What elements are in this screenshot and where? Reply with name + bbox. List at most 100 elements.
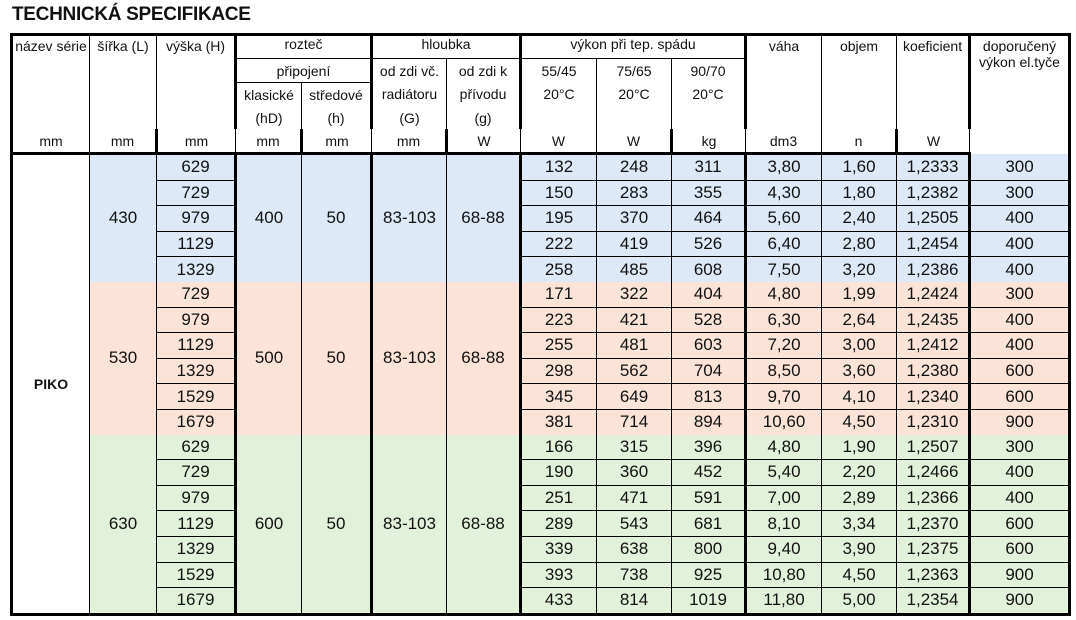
vykon-55-45-cell: 381 [519,409,598,435]
vykon-55-45-cell: 433 [519,587,598,615]
koeficient-cell: 1,2310 [896,409,971,435]
vykon-90-70-cell: 681 [671,510,747,537]
header-vaha: váha [744,34,823,129]
vykon-75-65-cell: 283 [596,180,673,207]
vyska-cell: 729 [156,180,236,207]
doporuceny-vykon-cell: 900 [968,562,1071,589]
header-objem: objem [821,34,898,129]
header-c2: 20°C [596,82,673,106]
vyska-cell: 979 [156,307,236,334]
doporuceny-vykon-cell: 300 [968,281,1071,308]
vykon-90-70-cell: 464 [671,205,747,232]
koeficient-cell: 1,2466 [896,459,971,486]
sirka-cell: 430 [89,153,157,282]
header-G: (G) [370,106,447,129]
objem-cell: 4,10 [821,383,898,410]
koeficient-cell: 1,2333 [896,153,971,181]
koeficient-cell: 1,2340 [896,383,971,410]
table-row: 1329 258 485 608 7,50 3,20 1,2386 400 [11,256,1071,282]
header-pripojeni: připojení [234,58,372,83]
objem-cell: 3,90 [821,536,898,563]
roztec-klasicke-cell: 400 [234,153,302,282]
table-row: 1129 222 419 526 6,40 2,80 1,2454 400 [11,231,1071,258]
vaha-cell: 6,30 [744,307,823,334]
table-row: 1529 393 738 925 10,80 4,50 1,2363 900 [11,562,1071,589]
koeficient-cell: 1,2412 [896,332,971,359]
vykon-90-70-cell: 591 [671,485,747,512]
vaha-cell: 3,80 [744,153,823,181]
vyska-cell: 729 [156,281,236,308]
header-g: (g) [445,106,522,129]
vykon-55-45-cell: 393 [519,562,598,589]
hloubka-G-cell: 83-103 [370,434,447,615]
vyska-cell: 1329 [156,536,236,563]
objem-cell: 2,80 [821,231,898,258]
vyska-cell: 1129 [156,332,236,359]
table-row: 729 190 360 452 5,40 2,20 1,2466 400 [11,459,1071,486]
vaha-cell: 9,70 [744,383,823,410]
vykon-75-65-cell: 738 [596,562,673,589]
objem-cell: 2,40 [821,205,898,232]
vaha-cell: 5,40 [744,459,823,486]
header-od-zdi-vc: od zdi vč. [370,58,447,83]
koeficient-cell: 1,2507 [896,434,971,461]
vyska-cell: 629 [156,434,236,461]
vykon-90-70-cell: 800 [671,536,747,563]
vykon-55-45-cell: 171 [519,281,598,308]
hloubka-g-cell: 68-88 [445,434,522,615]
header-c1: 20°C [519,82,598,106]
vykon-55-45-cell: 298 [519,358,598,385]
objem-cell: 4,50 [821,562,898,589]
vykon-55-45-cell: 251 [519,485,598,512]
koeficient-cell: 1,2380 [896,358,971,385]
header-sirka: šířka (L) [89,34,157,129]
vaha-cell: 10,60 [744,409,823,435]
vykon-55-45-cell: 345 [519,383,598,410]
vaha-cell: 4,80 [744,434,823,461]
doporuceny-vykon-cell: 900 [968,587,1071,615]
doporuceny-vykon-cell: 400 [968,459,1071,486]
vykon-75-65-cell: 485 [596,256,673,282]
header-t1: 55/45 [519,58,598,83]
header-t2: 75/65 [596,58,673,83]
vykon-75-65-cell: 322 [596,281,673,308]
table-row: 1679 433 814 1019 11,80 5,00 1,2354 900 [11,587,1071,615]
objem-cell: 1,80 [821,180,898,207]
unit-label: mm [371,129,447,155]
vyska-cell: 979 [156,205,236,232]
vyska-cell: 1329 [156,256,236,282]
unit-label: mm [235,129,302,155]
vykon-75-65-cell: 471 [596,485,673,512]
vykon-55-45-cell: 339 [519,536,598,563]
vykon-55-45-cell: 255 [519,332,598,359]
table-row: 1329 339 638 800 9,40 3,90 1,2375 600 [11,536,1071,563]
table-row: 979 223 421 528 6,30 2,64 1,2435 400 [11,307,1071,334]
doporuceny-vykon-cell: 400 [968,307,1071,334]
objem-cell: 3,34 [821,510,898,537]
doporuceny-vykon-cell: 400 [968,205,1071,232]
unit-label: W [520,129,598,155]
doporuceny-vykon-cell: 300 [968,153,1071,181]
vykon-75-65-cell: 315 [596,434,673,461]
vykon-55-45-cell: 289 [519,510,598,537]
roztec-stredove-cell: 50 [301,153,372,282]
unit-label: n [821,129,898,155]
vykon-55-45-cell: 223 [519,307,598,334]
unit-label: W [596,129,673,155]
unit-label: kg [670,129,747,155]
header-koeficient: koeficient [896,34,971,129]
vykon-90-70-cell: 608 [671,256,747,282]
table-row: 729 150 283 355 4,30 1,80 1,2382 300 [11,180,1071,207]
objem-cell: 5,00 [821,587,898,615]
vaha-cell: 11,80 [744,587,823,615]
vykon-90-70-cell: 813 [671,383,747,410]
doporuceny-vykon-cell: 400 [968,485,1071,512]
header-radiatoru: radiátoru [370,82,447,106]
vykon-55-45-cell: 132 [519,153,598,181]
vykon-90-70-cell: 704 [671,358,747,385]
doporuceny-vykon-cell: 600 [968,510,1071,537]
vykon-55-45-cell: 190 [519,459,598,486]
vaha-cell: 6,40 [744,231,823,258]
header-doporuceny: doporučený výkon el.tyče [968,34,1071,129]
hloubka-g-cell: 68-88 [445,281,522,435]
